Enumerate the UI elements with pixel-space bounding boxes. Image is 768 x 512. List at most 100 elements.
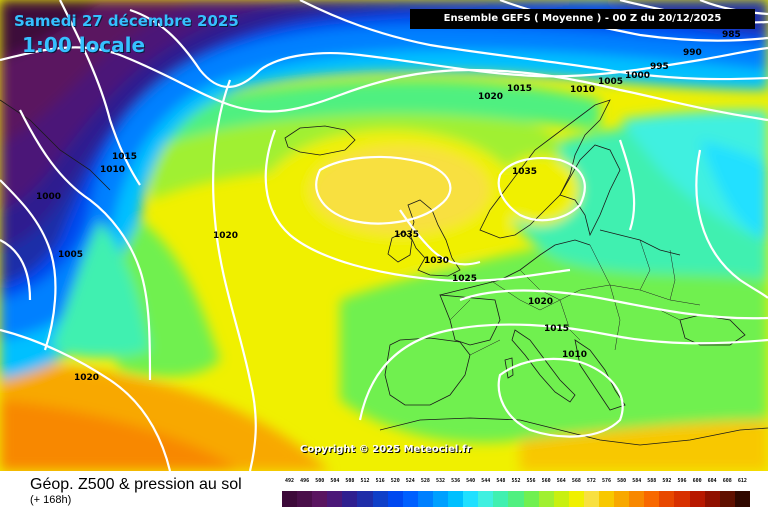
isobar-label: 995 [650,62,669,72]
scale-cell: 556 [523,478,539,507]
country-borders [449,239,701,356]
isobar-label: 1015 [112,152,137,162]
scale-tick-label: 596 [677,478,687,484]
copyright: Copyright © 2025 Meteociel.fr [300,444,472,455]
isobar-label-group: 985 990 995 1000 1005 1010 1015 1020 101… [36,30,741,383]
forecast-range: (+ 168h) [30,494,72,506]
scale-swatch [583,491,599,507]
scale-swatch [689,491,705,507]
scale-tick-label: 512 [360,478,370,484]
scale-swatch [282,491,298,507]
isobar-label: 1020 [74,373,99,383]
scale-tick-label: 604 [707,478,717,484]
scale-tick-label: 584 [632,478,642,484]
scale-cell: 592 [659,478,675,507]
scale-swatch [478,491,494,507]
scale-swatch [568,491,584,507]
scale-cell: 560 [538,478,554,507]
scale-tick-label: 504 [330,478,340,484]
scale-tick-label: 508 [345,478,355,484]
scale-swatch [372,491,388,507]
scale-tick-label: 544 [481,478,491,484]
isobar-label: 1005 [58,250,83,260]
isobar-label: 1005 [598,77,623,87]
isobar-label: 1015 [544,324,569,334]
scale-tick-label: 528 [420,478,430,484]
scale-cell: 520 [387,478,403,507]
scale-tick-label: 612 [737,478,747,484]
scale-tick-label: 496 [300,478,310,484]
isobar-label: 1000 [36,192,61,202]
scale-swatch [644,491,660,507]
scale-swatch [523,491,539,507]
scale-swatch [734,491,750,507]
scale-swatch [327,491,343,507]
isobar-label: 1015 [507,84,532,94]
scale-cell: 492 [282,478,298,507]
scale-tick-label: 540 [466,478,476,484]
scale-tick-label: 500 [315,478,325,484]
product-title: Géop. Z500 & pression au sol [30,476,242,493]
scale-swatch [417,491,433,507]
scale-cell: 584 [629,478,645,507]
scale-swatch [553,491,569,507]
scale-cell: 568 [568,478,584,507]
scale-cell: 496 [297,478,313,507]
scale-swatch [432,491,449,507]
geopotential-field [0,0,768,471]
forecast-date: Samedi 27 décembre 2025 [14,12,239,30]
scale-swatch [674,491,690,507]
isobar-label: 1035 [394,230,419,240]
scale-swatch [297,491,313,507]
color-scale: 492 496 500 504 508 512 516 520 524 528 532 536 540 5… [282,478,750,507]
scale-swatch [659,491,675,507]
isobar-label: 990 [683,48,702,58]
scale-cell: 604 [704,478,720,507]
scale-tick-label: 560 [541,478,551,484]
scale-swatch [629,491,645,507]
scale-tick-label: 532 [435,478,445,484]
scale-cell: 600 [689,478,705,507]
weather-map: 985 990 995 1000 1005 1010 1015 1020 101… [0,0,768,471]
scale-tick-label: 552 [511,478,521,484]
scale-cell: 504 [327,478,343,507]
scale-cell: 564 [553,478,569,507]
scale-tick-label: 572 [586,478,596,484]
scale-swatch [598,491,615,507]
isobar-label: 1020 [478,92,503,102]
scale-tick-label: 520 [390,478,400,484]
scale-cell: 536 [448,478,464,507]
scale-cell: 540 [463,478,479,507]
scale-tick-label: 580 [617,478,627,484]
scale-cell: 532 [432,478,449,507]
scale-tick-label: 536 [451,478,461,484]
isobar-label: 1010 [100,165,125,175]
isobar-label: 1010 [570,85,595,95]
scale-swatch [448,491,464,507]
scale-tick-label: 564 [556,478,566,484]
scale-tick-label: 568 [571,478,581,484]
scale-tick-label: 588 [647,478,657,484]
scale-swatch [387,491,403,507]
scale-cell: 588 [644,478,660,507]
scale-tick-label: 576 [602,478,612,484]
scale-tick-label: 556 [526,478,536,484]
scale-swatch [508,491,524,507]
scale-tick-label: 600 [692,478,702,484]
scale-swatch [342,491,358,507]
scale-cell: 528 [417,478,433,507]
scale-cell: 608 [719,478,735,507]
scale-tick-label: 492 [285,478,295,484]
isobar-label: 1030 [424,256,449,266]
scale-swatch [463,491,479,507]
scale-cell: 572 [583,478,599,507]
scale-tick-label: 524 [405,478,415,484]
scale-swatch [719,491,735,507]
scale-tick-label: 608 [722,478,732,484]
scale-cell: 596 [674,478,690,507]
scale-cell: 524 [402,478,418,507]
scale-cell: 612 [734,478,750,507]
scale-cell: 516 [372,478,388,507]
scale-swatch [704,491,720,507]
scale-swatch [357,491,373,507]
